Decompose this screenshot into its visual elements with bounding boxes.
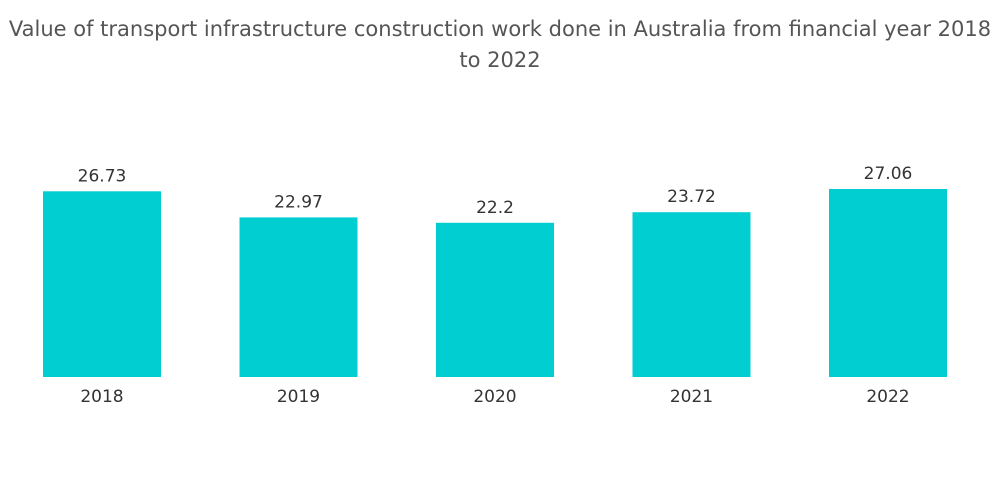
- x-axis-tick-labels: 2018 2019 2020 2021 2022: [80, 387, 909, 407]
- data-label-2019: 22.97: [274, 192, 323, 212]
- x-tick-label-2021: 2021: [670, 387, 713, 407]
- bar-2019: [239, 217, 358, 377]
- x-tick-label-2018: 2018: [80, 387, 123, 407]
- data-label-2018: 26.73: [78, 166, 127, 186]
- x-tick-label-2019: 2019: [277, 387, 320, 407]
- value-labels-layer: 26.73 22.97 22.2 23.72 27.06: [78, 164, 913, 218]
- data-label-2020: 22.2: [476, 198, 514, 218]
- bars-layer: [43, 189, 947, 377]
- bar-2020: [436, 222, 554, 377]
- data-label-2022: 27.06: [864, 164, 913, 184]
- chart-title: Value of transport infrastructure constr…: [8, 17, 992, 72]
- bar-2022: [829, 189, 947, 377]
- x-tick-label-2022: 2022: [866, 387, 909, 407]
- bar-2018: [43, 191, 161, 377]
- x-tick-label-2020: 2020: [473, 387, 516, 407]
- data-label-2021: 23.72: [667, 187, 716, 207]
- bar-2021: [632, 212, 751, 377]
